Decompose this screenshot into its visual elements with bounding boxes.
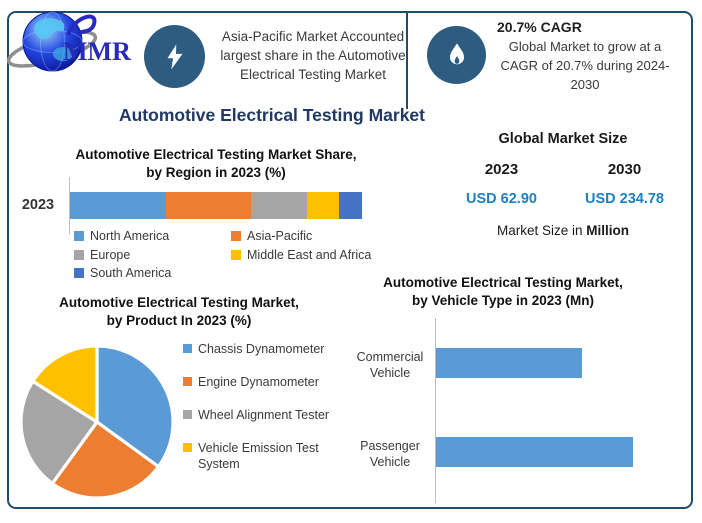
vehicle-chart-title: Automotive Electrical Testing Market, by… [350,274,656,310]
year-2023-label: 2023 [484,161,519,178]
highlight-line: largest share in the Automotive [220,48,406,63]
year-2030-label: 2030 [607,161,642,178]
legend-swatch [74,231,84,241]
legend-label: Chassis Dynamometer [198,342,325,356]
legend-label: Europe [90,247,131,262]
legend-item: Europe [74,248,231,262]
region-stacked-bar [70,192,363,219]
highlight-text: Asia-Pacific Market Accounted largest sh… [206,27,420,84]
legend-item: North America [74,229,231,243]
product-pie-chart [19,344,175,500]
legend-item: Asia-Pacific [231,229,386,243]
vehicle-chart-axis [435,318,436,503]
market-size-years: 2023 2030 [440,161,686,178]
pie-slice [50,420,161,500]
product-chart-title-line: by Product In 2023 (%) [106,313,252,328]
region-chart-title-line: by Region in 2023 (%) [146,165,286,180]
region-bar-segment [166,192,252,219]
logo-swoosh [66,14,97,36]
region-bar-segment [306,192,339,219]
legend-swatch [183,377,192,386]
market-size-title: Global Market Size [498,131,628,147]
region-legend: North America Asia-Pacific Europe Middle… [74,229,386,280]
legend-swatch [231,249,241,260]
region-chart-title-line: Automotive Electrical Testing Market Sha… [75,147,357,162]
pie-slice [31,344,99,424]
product-legend: Chassis Dynamometer Engine Dynamometer W… [183,341,335,489]
cagr-title: 20.7% CAGR [497,19,582,35]
legend-label: North America [90,229,170,243]
market-size-panel: Global Market Size 2023 2030 USD 62.90 U… [440,131,686,238]
market-size-values: USD 62.90 USD 234.78 [440,191,686,207]
legend-label: Engine Dynamometer [198,375,319,389]
region-chart-axis [69,177,70,234]
flame-icon [427,26,486,84]
legend-label: Vehicle Emission Test System [198,441,319,471]
cagr-line: CAGR of 20.7% during 2024- [500,58,670,73]
cagr-text: Global Market to grow at a CAGR of 20.7%… [489,37,681,94]
vehicle-bar [436,348,582,378]
vehicle-bar [436,437,633,467]
region-bar-segment [70,192,167,219]
outer-border [7,11,693,509]
value-2030: USD 234.78 [585,191,664,207]
header-divider [406,13,408,109]
globe-icon [6,11,98,72]
vehicle-bar-label: Commercial Vehicle [356,350,424,380]
pie-slice [19,379,99,486]
cagr-block: 20.7% CAGR Global Market to grow at a CA… [489,19,681,94]
footnote-unit: Million [586,223,630,238]
legend-item: South America [74,266,231,280]
legend-swatch [183,443,192,452]
legend-label: Asia-Pacific [247,229,313,243]
vehicle-bar-label: Passenger Vehicle [360,439,420,469]
legend-label: Wheel Alignment Tester [198,408,330,422]
region-chart-title: Automotive Electrical Testing Market Sha… [26,146,406,182]
region-bar-segment [251,192,307,219]
cagr-line: Global Market to grow at a [508,39,662,54]
vehicle-chart-title-line: Automotive Electrical Testing Market, [383,275,623,290]
product-chart-title-line: Automotive Electrical Testing Market, [59,295,299,310]
product-chart-title: Automotive Electrical Testing Market, by… [18,294,340,330]
legend-item: Vehicle Emission Test System [183,440,335,472]
legend-swatch [183,410,192,419]
pie-slice [95,344,175,469]
highlight-line: Asia-Pacific Market Accounted [221,29,405,44]
value-2023: USD 62.90 [466,191,537,207]
legend-swatch [231,231,241,241]
region-axis-label: 2023 [21,197,55,213]
logo-text: MMR [63,37,131,66]
legend-item: Chassis Dynamometer [183,341,335,357]
page-title: Automotive Electrical Testing Market [118,105,425,125]
legend-item: Middle East and Africa [231,248,386,262]
legend-swatch [183,344,192,353]
legend-item: Wheel Alignment Tester [183,407,335,423]
legend-item: Engine Dynamometer [183,374,335,390]
market-size-footnote: Market Size in Million [440,223,686,238]
region-bar-segment [338,192,363,219]
highlight-line: Electrical Testing Market [239,67,387,82]
footnote-text: Market Size in [496,223,587,238]
legend-swatch [74,249,84,260]
legend-label: South America [90,266,172,280]
legend-label: Middle East and Africa [247,247,372,262]
legend-swatch [74,268,84,278]
vehicle-chart-title-line: by Vehicle Type in 2023 (Mn) [411,293,595,308]
lightning-bolt-icon [144,25,205,88]
cagr-line: 2030 [570,77,600,92]
mmr-logo: MMR [6,11,131,72]
